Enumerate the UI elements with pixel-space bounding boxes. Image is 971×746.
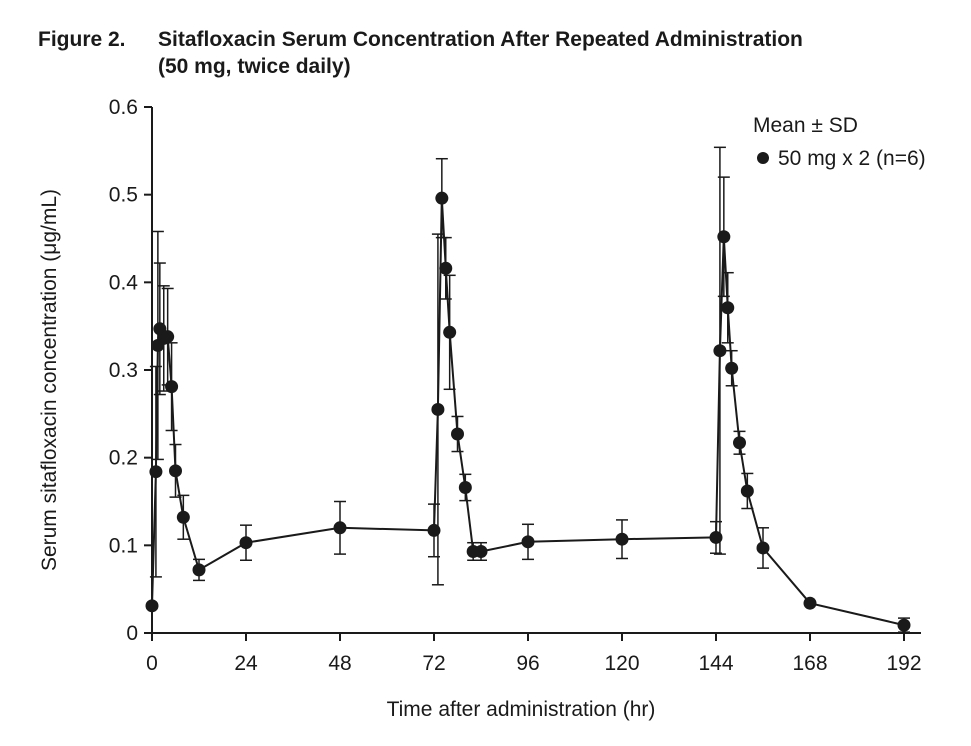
data-point bbox=[192, 563, 206, 577]
data-point bbox=[897, 618, 911, 632]
data-point bbox=[521, 535, 535, 549]
y-tick-label: 0.3 bbox=[109, 359, 138, 382]
data-point bbox=[725, 361, 739, 375]
figure-label: Figure 2. bbox=[38, 28, 126, 51]
data-point bbox=[176, 510, 190, 524]
y-tick-label: 0.4 bbox=[109, 271, 139, 294]
data-point bbox=[435, 191, 449, 205]
data-point bbox=[333, 521, 347, 535]
y-tick-label: 0.2 bbox=[109, 447, 138, 470]
data-point bbox=[615, 532, 629, 546]
data-point bbox=[145, 599, 159, 613]
figure-title-line1: Sitafloxacin Serum Concentration After R… bbox=[158, 28, 803, 51]
y-tick-label: 0 bbox=[126, 622, 138, 645]
data-point bbox=[740, 484, 754, 498]
x-tick-label: 96 bbox=[516, 652, 539, 675]
x-tick-label: 72 bbox=[422, 652, 445, 675]
data-point bbox=[756, 541, 770, 555]
data-point bbox=[458, 480, 472, 494]
x-tick-label: 24 bbox=[234, 652, 258, 675]
legend-title: Mean ± SD bbox=[753, 114, 858, 137]
data-point bbox=[239, 536, 253, 550]
x-axis-label: Time after administration (hr) bbox=[387, 698, 656, 721]
y-tick-label: 0.6 bbox=[109, 96, 138, 119]
x-tick-label: 48 bbox=[328, 652, 351, 675]
x-tick-label: 144 bbox=[698, 652, 733, 675]
x-tick-label: 0 bbox=[146, 652, 158, 675]
y-tick-label: 0.5 bbox=[109, 184, 138, 207]
legend-marker bbox=[757, 152, 769, 164]
data-point bbox=[431, 402, 445, 416]
x-tick-label: 168 bbox=[792, 652, 827, 675]
data-point bbox=[709, 530, 723, 544]
data-point bbox=[721, 301, 735, 315]
y-axis-label: Serum sitafloxacin concentration (μg/mL) bbox=[38, 189, 61, 571]
axes bbox=[151, 107, 921, 634]
data-point bbox=[165, 380, 179, 394]
data-point bbox=[439, 261, 453, 275]
series-layer bbox=[145, 146, 911, 633]
data-point bbox=[149, 465, 163, 479]
figure-title-line2: (50 mg, twice daily) bbox=[158, 55, 351, 78]
data-point bbox=[803, 596, 817, 610]
data-point bbox=[717, 230, 731, 244]
data-point bbox=[161, 330, 175, 344]
legend-entry: 50 mg x 2 (n=6) bbox=[778, 147, 926, 170]
data-point bbox=[169, 464, 182, 478]
data-point bbox=[443, 325, 457, 339]
ticks: 0 24 48 72 96 120 144 168 192 0 0.1 0.2 0.3 0.4 0.5 0.6 bbox=[109, 96, 922, 675]
x-tick-label: 192 bbox=[886, 652, 921, 675]
series-line bbox=[151, 198, 905, 627]
data-point bbox=[474, 544, 488, 558]
figure-title: Figure 2. Sitafloxacin Serum Concentratio… bbox=[38, 26, 803, 80]
y-tick-label: 0.1 bbox=[109, 534, 138, 557]
data-point bbox=[427, 523, 441, 537]
legend: Mean ± SD 50 mg x 2 (n=6) bbox=[753, 114, 926, 170]
data-point bbox=[451, 427, 464, 441]
data-point bbox=[713, 344, 727, 358]
x-tick-label: 120 bbox=[604, 652, 639, 675]
data-point bbox=[733, 436, 746, 450]
